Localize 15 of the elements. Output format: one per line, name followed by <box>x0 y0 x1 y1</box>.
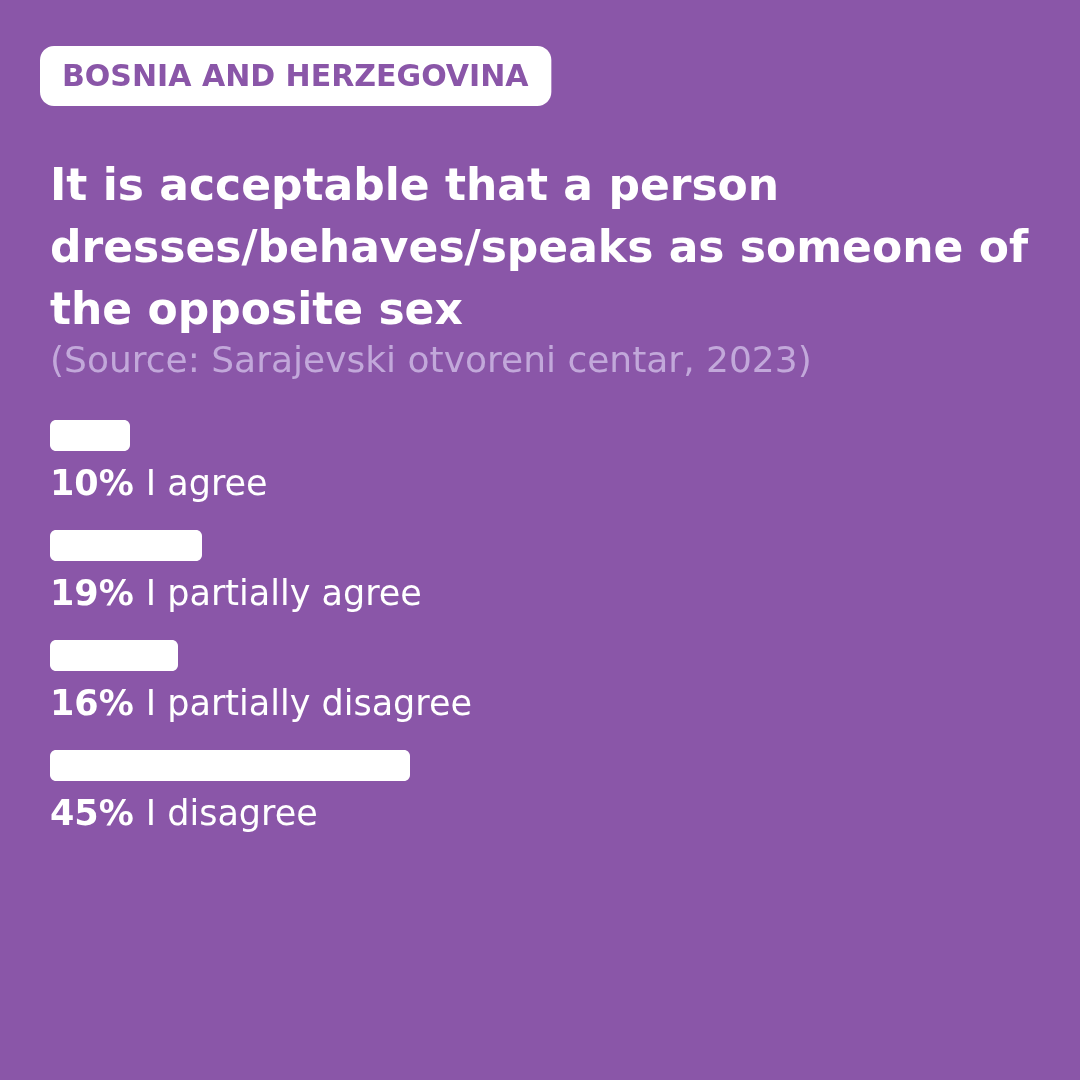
bar <box>50 640 178 671</box>
y-tick-label: I agree <box>145 463 268 503</box>
text: It is acceptable that a person dresses/behaves/speaks as someone of the opposite sex <box>50 159 1029 334</box>
y-tick-label: I partially disagree <box>145 683 473 723</box>
data-label: 45% <box>50 793 134 833</box>
bar <box>50 530 202 561</box>
text: (Source: Sarajevski otvoreni centar, 2023) <box>50 339 812 380</box>
bar <box>50 420 130 451</box>
chart-subtitle: BOSNIA AND HERZEGOVINA <box>62 58 530 93</box>
y-tick-label: I partially agree <box>145 573 422 613</box>
bar <box>50 750 410 781</box>
y-tick-label: I disagree <box>145 793 318 833</box>
data-label: 16% <box>50 683 134 723</box>
data-label: 10% <box>50 463 134 503</box>
data-label: 19% <box>50 573 134 613</box>
